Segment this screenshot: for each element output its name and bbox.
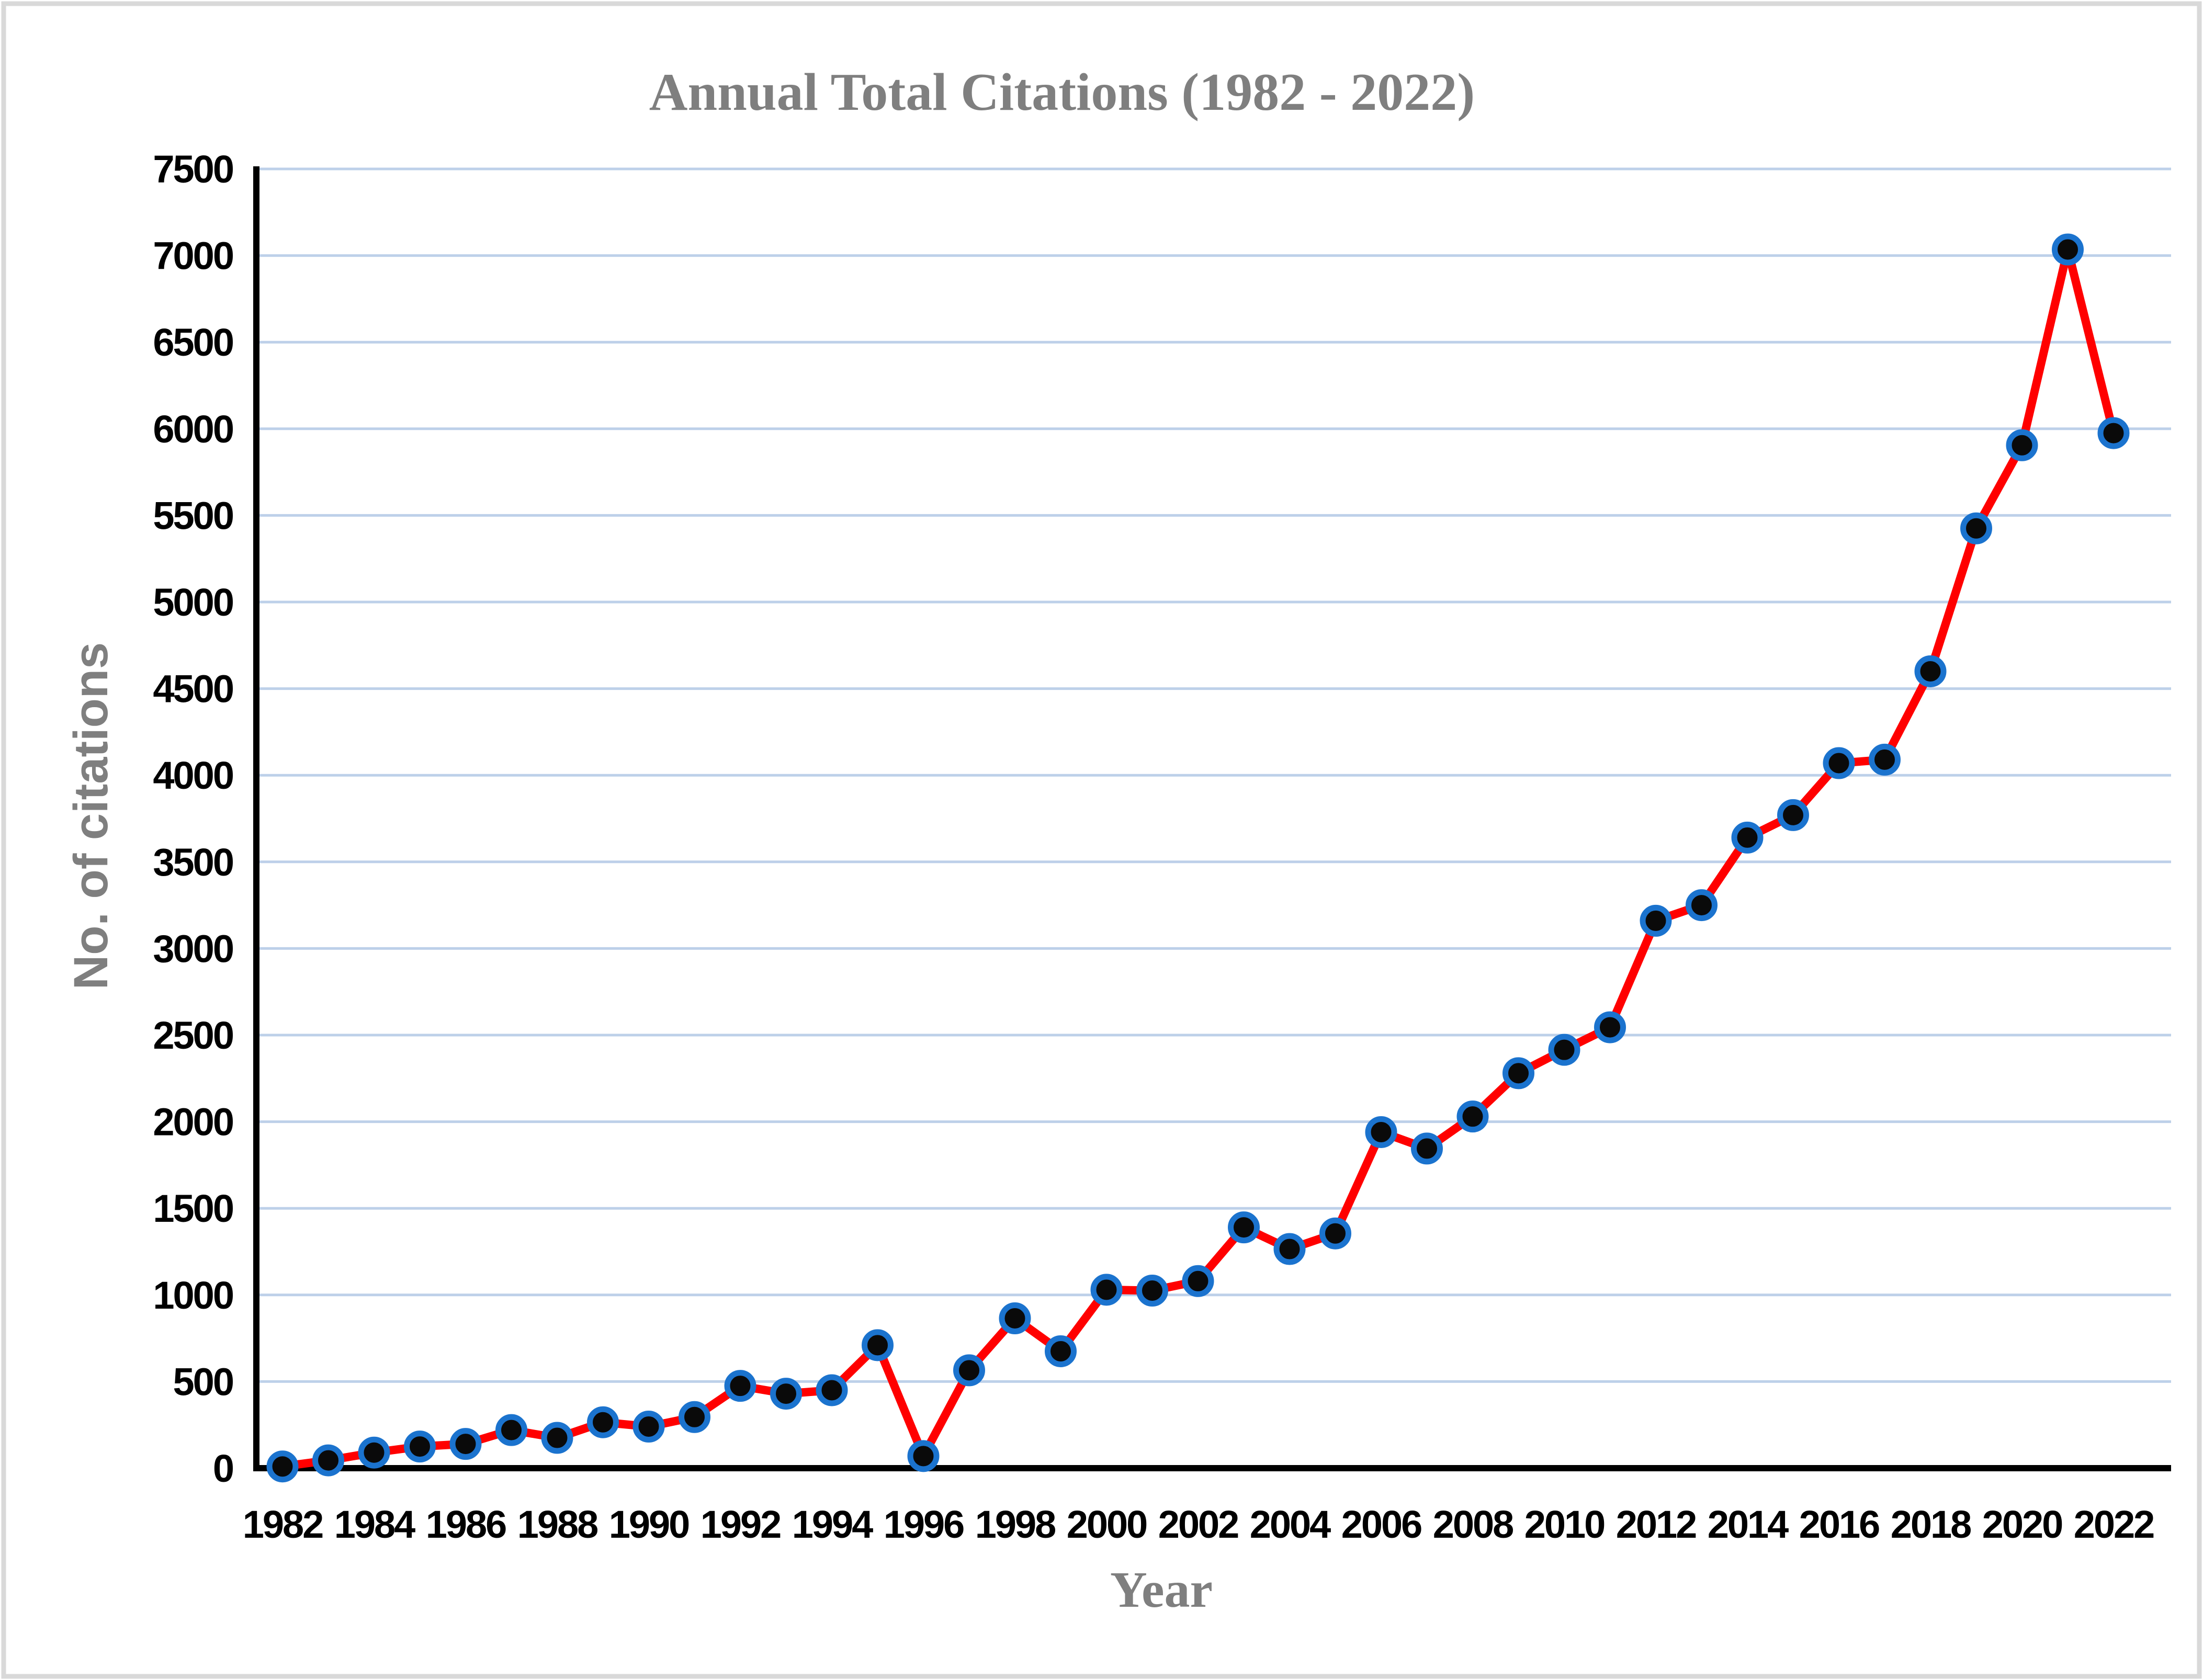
y-tick-label-4000: 4000 xyxy=(153,754,233,797)
data-point-1988 xyxy=(541,1422,573,1454)
data-point-2007 xyxy=(1411,1132,1443,1165)
data-point-1999 xyxy=(1045,1335,1077,1367)
x-tick-label-2004: 2004 xyxy=(1250,1503,1331,1546)
data-point-1996 xyxy=(907,1440,940,1472)
data-point-2022 xyxy=(2097,417,2130,449)
x-axis-title: Year xyxy=(1110,1562,1213,1618)
y-tick-label-1000: 1000 xyxy=(153,1274,233,1317)
y-tick-label-7000: 7000 xyxy=(153,234,233,278)
data-point-2001 xyxy=(1136,1275,1168,1307)
data-point-2017 xyxy=(1869,743,1901,776)
data-point-1986 xyxy=(449,1428,482,1460)
data-point-1998 xyxy=(999,1302,1031,1335)
x-tick-label-1986: 1986 xyxy=(426,1503,506,1546)
data-point-2008 xyxy=(1456,1100,1489,1133)
data-point-1983 xyxy=(312,1444,344,1477)
data-point-2012 xyxy=(1640,904,1672,937)
x-tick-label-1994: 1994 xyxy=(792,1503,873,1546)
x-tick-label-2018: 2018 xyxy=(1891,1503,1971,1546)
y-tick-label-0: 0 xyxy=(213,1447,233,1490)
data-point-1987 xyxy=(495,1414,527,1446)
x-tick-label-2000: 2000 xyxy=(1067,1503,1147,1546)
data-point-2019 xyxy=(1960,512,1992,544)
y-tick-label-3500: 3500 xyxy=(153,841,233,884)
data-point-2013 xyxy=(1686,889,1718,922)
y-axis-title: No. of citations xyxy=(64,642,118,990)
data-point-2010 xyxy=(1548,1034,1580,1066)
x-tick-label-2002: 2002 xyxy=(1158,1503,1238,1546)
data-point-2000 xyxy=(1090,1274,1123,1306)
y-tick-label-5000: 5000 xyxy=(153,581,233,624)
data-point-1985 xyxy=(404,1431,436,1463)
x-tick-label-2016: 2016 xyxy=(1799,1503,1879,1546)
data-point-2015 xyxy=(1777,799,1809,831)
data-point-1984 xyxy=(358,1436,390,1469)
data-point-2006 xyxy=(1365,1116,1397,1148)
y-tick-labels-group: 0 500 1000 1500 2000 2500 3000 3500 4000 4500 5000… xyxy=(153,147,234,1490)
x-tick-label-2012: 2012 xyxy=(1616,1503,1696,1546)
data-point-2011 xyxy=(1594,1011,1626,1043)
chart-title: Annual Total Citations (1982 - 2022) xyxy=(649,63,1475,122)
x-tick-label-2006: 2006 xyxy=(1341,1503,1421,1546)
data-point-1982 xyxy=(266,1450,299,1483)
gridlines-group xyxy=(256,167,2171,1383)
x-tick-label-2010: 2010 xyxy=(1524,1503,1605,1546)
data-point-1990 xyxy=(632,1411,665,1443)
x-tick-label-2022: 2022 xyxy=(2074,1503,2154,1546)
x-tick-label-2008: 2008 xyxy=(1433,1503,1513,1546)
data-point-2005 xyxy=(1319,1217,1351,1250)
data-point-1995 xyxy=(862,1329,894,1361)
data-point-2016 xyxy=(1823,747,1855,779)
x-tick-label-1996: 1996 xyxy=(884,1503,964,1546)
y-tick-label-7500: 7500 xyxy=(153,147,233,191)
x-tick-label-1998: 1998 xyxy=(975,1503,1055,1546)
data-point-2002 xyxy=(1182,1265,1214,1297)
x-tick-labels-group: 1982 1984 1986 1988 1990 1992 1994 1996 1998 2000… xyxy=(243,1503,2155,1546)
y-tick-label-2500: 2500 xyxy=(153,1014,233,1057)
data-point-1989 xyxy=(587,1406,619,1438)
data-point-2014 xyxy=(1731,821,1764,854)
data-point-2018 xyxy=(1914,655,1947,687)
x-tick-label-1982: 1982 xyxy=(243,1503,323,1546)
x-tick-label-2020: 2020 xyxy=(1982,1503,2062,1546)
data-point-2004 xyxy=(1273,1233,1306,1265)
y-tick-label-500: 500 xyxy=(173,1360,233,1403)
y-tick-label-1500: 1500 xyxy=(153,1187,233,1230)
data-point-2003 xyxy=(1228,1211,1260,1244)
data-point-1994 xyxy=(816,1374,848,1406)
y-tick-label-6000: 6000 xyxy=(153,407,233,451)
y-tick-label-3000: 3000 xyxy=(153,927,233,970)
data-point-2020 xyxy=(2006,429,2038,461)
y-tick-label-6500: 6500 xyxy=(153,321,233,364)
data-point-1997 xyxy=(953,1354,985,1387)
x-tick-label-2014: 2014 xyxy=(1708,1503,1789,1546)
data-point-2009 xyxy=(1502,1057,1534,1089)
y-tick-label-4500: 4500 xyxy=(153,667,233,711)
y-tick-label-5500: 5500 xyxy=(153,494,233,537)
x-tick-label-1988: 1988 xyxy=(517,1503,597,1546)
data-point-1991 xyxy=(679,1401,710,1433)
y-tick-label-2000: 2000 xyxy=(153,1100,233,1144)
data-point-1993 xyxy=(770,1378,802,1410)
data-points-group xyxy=(266,233,2130,1483)
data-point-1992 xyxy=(724,1370,756,1402)
data-point-2021 xyxy=(2052,233,2084,266)
x-tick-label-1984: 1984 xyxy=(334,1503,415,1546)
x-tick-label-1992: 1992 xyxy=(701,1503,781,1546)
x-tick-label-1990: 1990 xyxy=(609,1503,689,1546)
